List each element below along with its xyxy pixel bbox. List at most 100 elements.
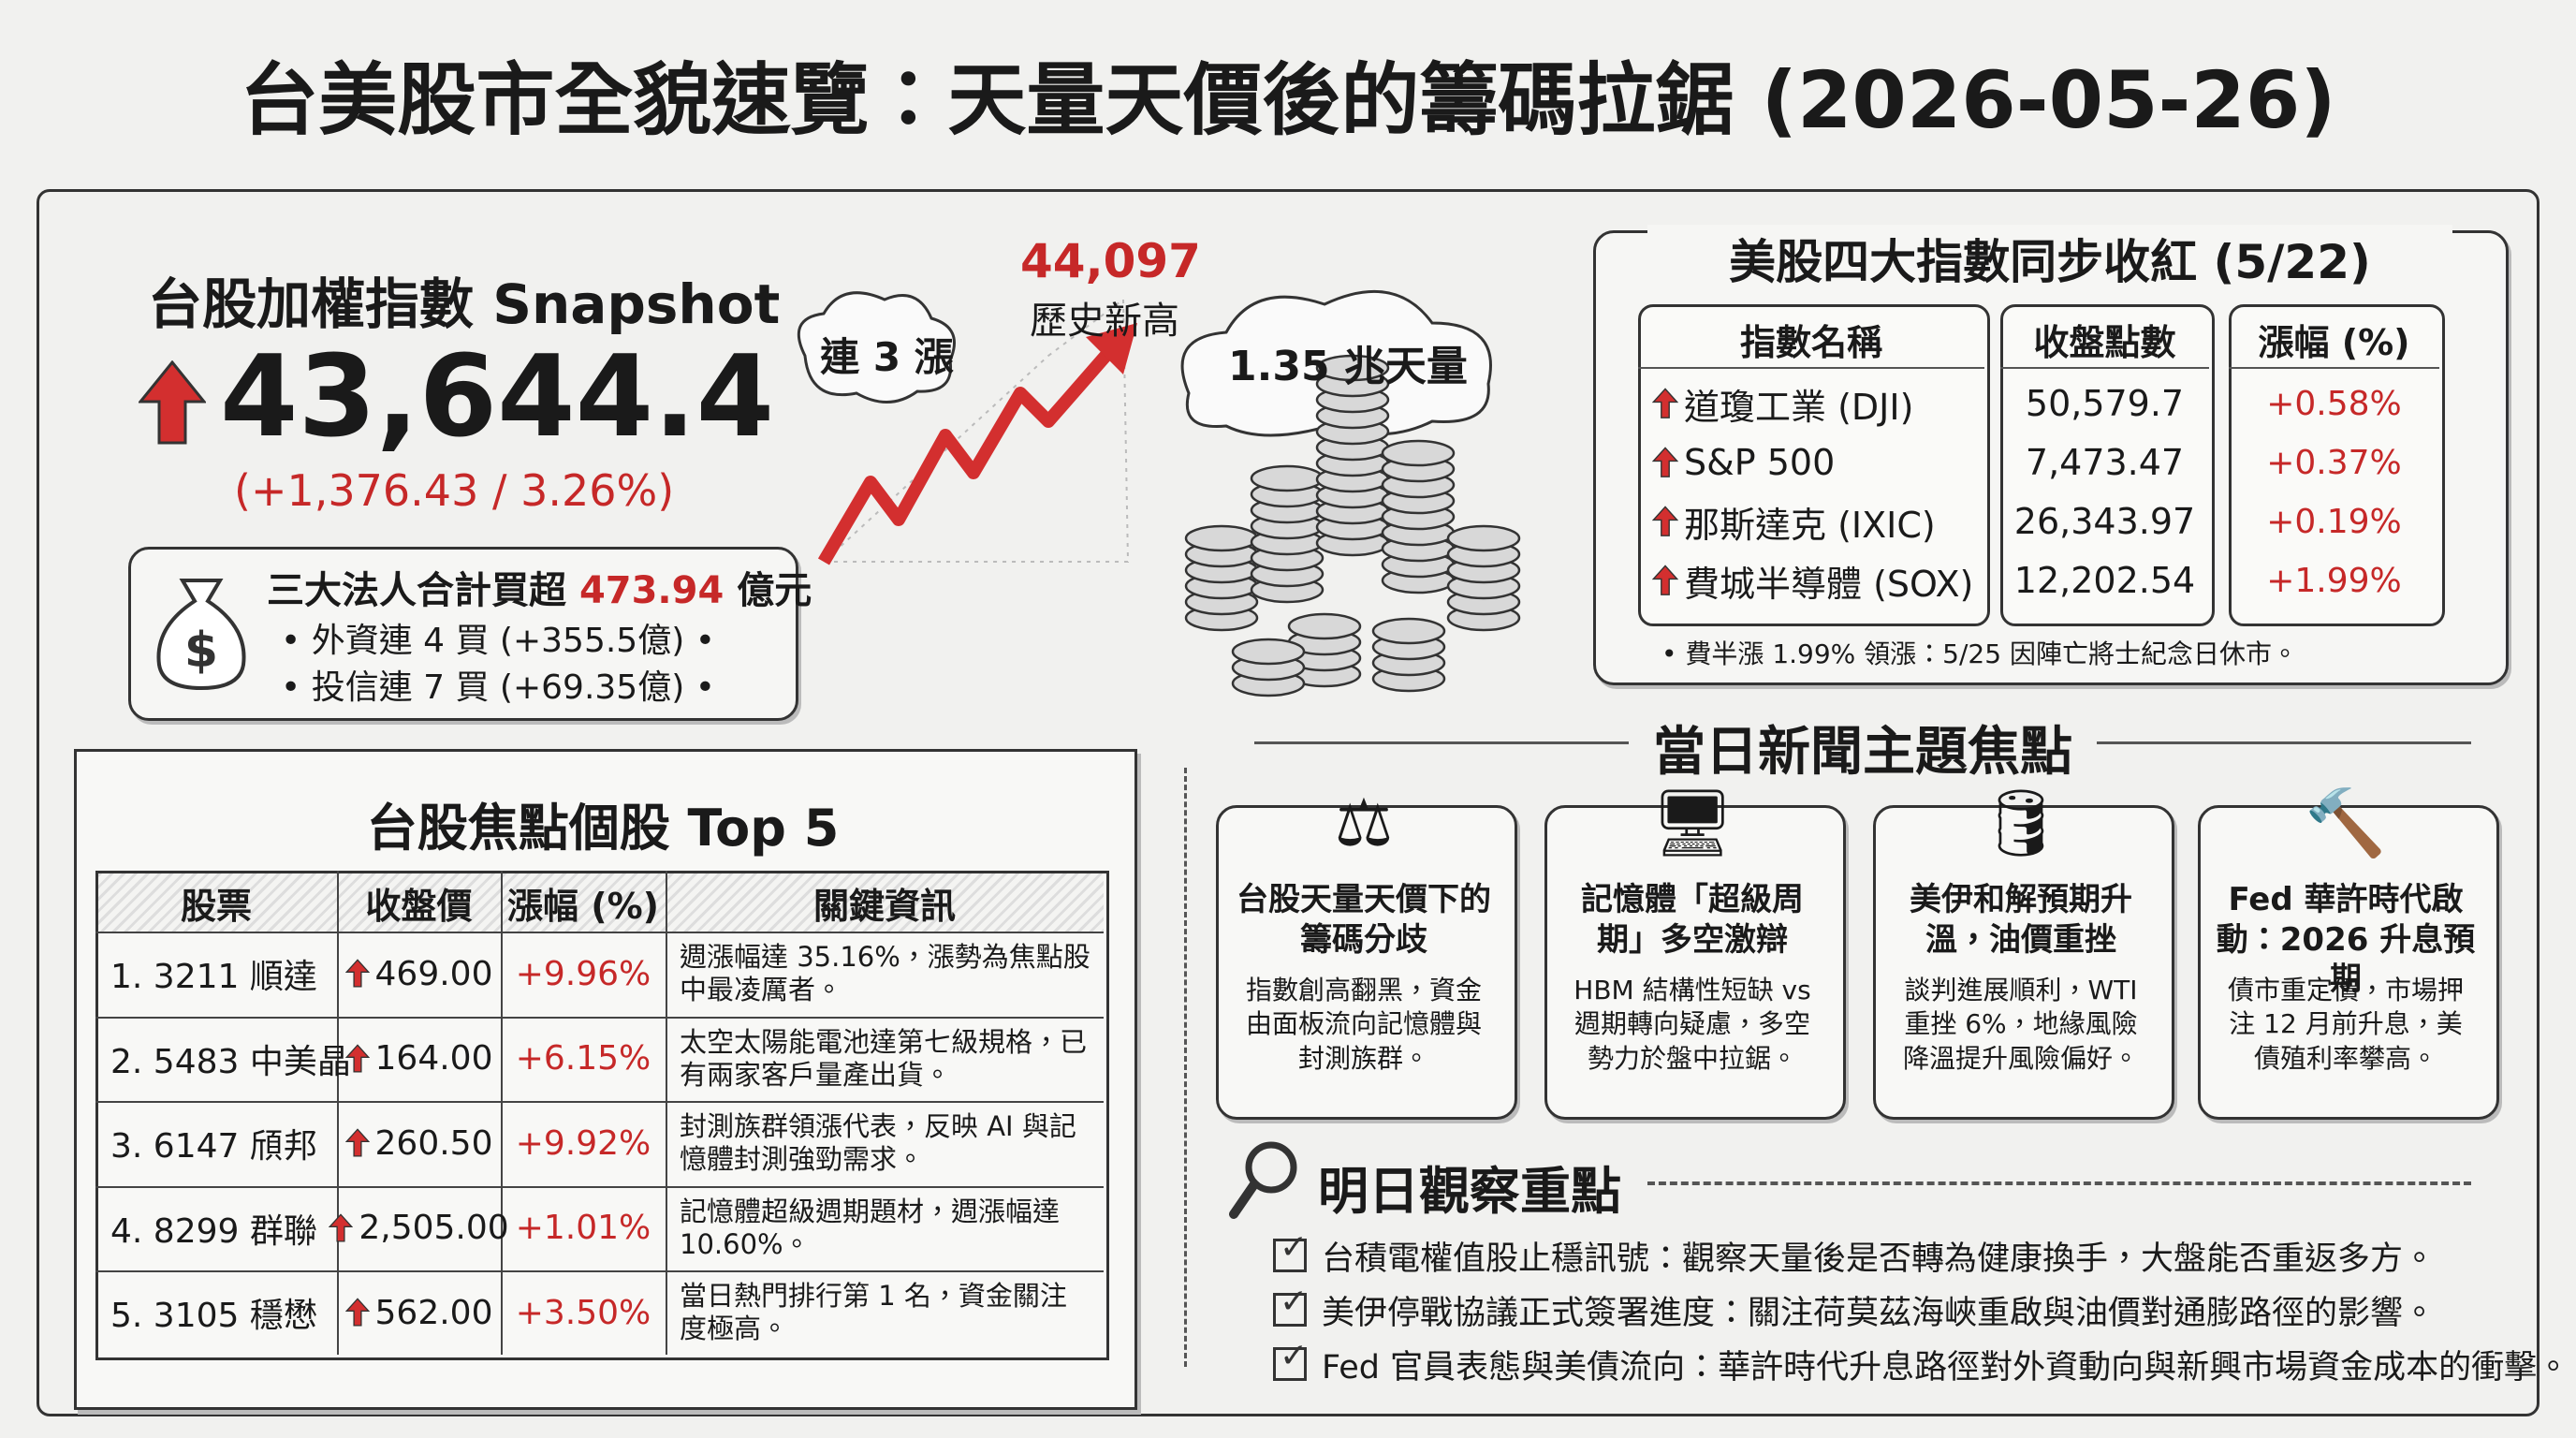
watch-item-text: 美伊停戰協議正式簽署進度：關注荷莫茲海峽重啟與油價對通膨路徑的影響。: [1322, 1294, 2437, 1332]
up-arrow-icon: [139, 360, 206, 445]
record-label: 歷史新高: [1030, 300, 1179, 343]
news-card-body: 債市重定價，市場押注 12 月前升息，美債殖利率攀高。: [2227, 975, 2464, 1074]
stock-change: +1.01%: [515, 1209, 651, 1247]
stock-price: 562.00: [337, 1270, 501, 1355]
volume-label: 1.35 兆天量: [1228, 343, 1468, 390]
stocks-panel: [74, 749, 1137, 1410]
us-row-name: 道瓊工業 (DJI): [1652, 377, 1913, 430]
news-card-title: 美伊和解預期升溫，油價重挫: [1910, 881, 2132, 959]
page-title: 台美股市全貌速覽：天量天價後的籌碼拉鋸 (2026-05-26): [240, 54, 2336, 146]
us-column-header: 漲幅 (%): [2258, 322, 2410, 363]
checkbox-icon: ✓: [1273, 1283, 1308, 1327]
index-name: 那斯達克 (IXIC): [1684, 504, 1936, 546]
arrow-shape: [344, 1128, 370, 1157]
coin: [1381, 439, 1456, 467]
up-arrow-icon: [1652, 565, 1678, 596]
index-close: 26,343.97: [2013, 501, 2196, 542]
watch-item: ✓ 美伊停戰協議正式簽署進度：關注荷莫茲海峽重啟與油價對通膨路徑的影響。: [1273, 1283, 2437, 1333]
row-rule: [95, 1270, 1104, 1272]
stock-price: 2,505.00: [329, 1186, 509, 1270]
coin: [1184, 524, 1259, 552]
news-card-title: Fed 華許時代啟動：2026 升息預期: [2216, 881, 2476, 998]
us-row-name: 那斯達克 (IXIC): [1652, 495, 1936, 548]
stock-info: 封測族群領漲代表，反映 AI 與記憶體封測強勁需求。: [680, 1110, 1076, 1175]
index-close: 50,579.7: [2025, 383, 2185, 424]
magnifier-icon: [1229, 1141, 1297, 1219]
news-icon: 🔨: [2305, 785, 2387, 861]
coin: [1446, 524, 1521, 552]
stock-name: 3. 6147 頎邦: [110, 1127, 317, 1166]
news-card: [1544, 805, 1846, 1120]
us-column-box: [2229, 304, 2445, 626]
arrow-shape: [1652, 565, 1678, 596]
watch-item-text: 台積電權值股止穩訊號：觀察天量後是否轉為健康換手，大盤能否重返多方。: [1322, 1240, 2437, 1278]
institutional-unit: 億元: [737, 569, 812, 612]
stock-price: 260.50: [337, 1101, 501, 1185]
coin: [1287, 612, 1362, 640]
rule: [2229, 367, 2439, 369]
check-mark: ✓: [1280, 1228, 1309, 1267]
table-frame: [95, 871, 1109, 1360]
bullet-text: 投信連 7 買 (+69.35億): [311, 668, 685, 707]
column-rule: [337, 871, 339, 1355]
us-row-name: 費城半導體 (SOX): [1652, 554, 1973, 607]
institutional-label: 三大法人合計買超: [267, 569, 566, 612]
coin-stacks: [1180, 289, 1521, 697]
stocks-column-header: 關鍵資訊: [812, 885, 956, 927]
coin: [1231, 638, 1306, 666]
checkbox-icon: ✓: [1273, 1228, 1308, 1272]
stock-info: 當日熱門排行第 1 名，資金關注度極高。: [680, 1280, 1067, 1344]
trend-graphic: [797, 291, 1137, 565]
column-rule: [501, 871, 503, 1355]
price-text: 260.50: [374, 1123, 493, 1163]
money-bag-icon: $: [156, 579, 246, 691]
bullet: • 投信連 7 買 (+69.35億) •: [281, 668, 715, 707]
stock-price: 469.00: [337, 932, 501, 1016]
stock-name: 1. 3211 順達: [110, 958, 317, 996]
news-title: 當日新聞主題焦點: [1629, 710, 2097, 785]
main-frame: [37, 189, 2539, 1416]
index-value: 43,644.4: [220, 332, 775, 462]
rule: [1638, 367, 1984, 369]
index-change: +0.58%: [2266, 384, 2402, 423]
up-arrow-icon: [1652, 388, 1678, 419]
index-name: 道瓊工業 (DJI): [1684, 386, 1914, 428]
stock-change: +9.96%: [515, 954, 651, 993]
stock-change: +3.50%: [515, 1293, 651, 1332]
column-rule: [666, 871, 667, 1355]
index-close: 12,202.54: [2013, 560, 2196, 601]
price-text: 469.00: [374, 954, 493, 993]
news-card: [2198, 805, 2499, 1120]
watchlist-title: 明日觀察重點: [1318, 1162, 1621, 1221]
us-note: • 費半漲 1.99% 領漲：5/25 因陣亡將士紀念日休市。: [1661, 638, 2298, 669]
up-arrow-icon: [344, 1044, 370, 1073]
arrow-shape: [1652, 388, 1678, 419]
stocks-column-header: 漲幅 (%): [506, 885, 660, 927]
up-arrow-icon: [1652, 506, 1678, 537]
coin: [1371, 617, 1446, 645]
stock-info: 記憶體超級週期題材，週漲幅達 10.60%。: [680, 1195, 1061, 1260]
rule: [1647, 1181, 2471, 1185]
bullet: • 外資連 4 買 (+355.5億) •: [281, 622, 715, 660]
divider: [1184, 768, 1187, 1367]
us-column-header: 收盤點數: [2033, 322, 2176, 363]
rule: [2000, 367, 2209, 369]
arrow-shape: [1652, 447, 1678, 478]
news-card-body: 指數創高翻黑，資金由面板流向記憶體與封測族群。: [1245, 975, 1482, 1074]
stock-name: 5. 3105 穩懋: [110, 1297, 317, 1335]
arrow-shape: [329, 1213, 354, 1242]
index-change: (+1,376.43 / 3.26%): [234, 465, 675, 516]
index-change: +0.19%: [2266, 502, 2402, 541]
stocks-title: 台股焦點個股 Top 5: [366, 799, 840, 858]
stock-info: 週漲幅達 35.16%，漲勢為焦點股中最凌厲者。: [680, 941, 1090, 1005]
us-column-header: 指數名稱: [1739, 322, 1882, 363]
stock-price: 164.00: [337, 1017, 501, 1101]
row-rule: [95, 1101, 1104, 1103]
watch-item: ✓ Fed 官員表態與美債流向：華許時代升息路徑對外資動向與新興市場資金成本的衝擊…: [1273, 1337, 2569, 1387]
check-mark: ✓: [1280, 1283, 1309, 1321]
watch-item: ✓ 台積電權值股止穩訊號：觀察天量後是否轉為健康換手，大盤能否重返多方。: [1273, 1228, 2437, 1279]
price-text: 164.00: [374, 1039, 493, 1078]
news-card: [1873, 805, 2174, 1120]
arrow-shape: [344, 1298, 370, 1327]
news-card-body: 談判進展順利，WTI 重挫 6%，地緣風險降溫提升風險偏好。: [1902, 975, 2139, 1074]
